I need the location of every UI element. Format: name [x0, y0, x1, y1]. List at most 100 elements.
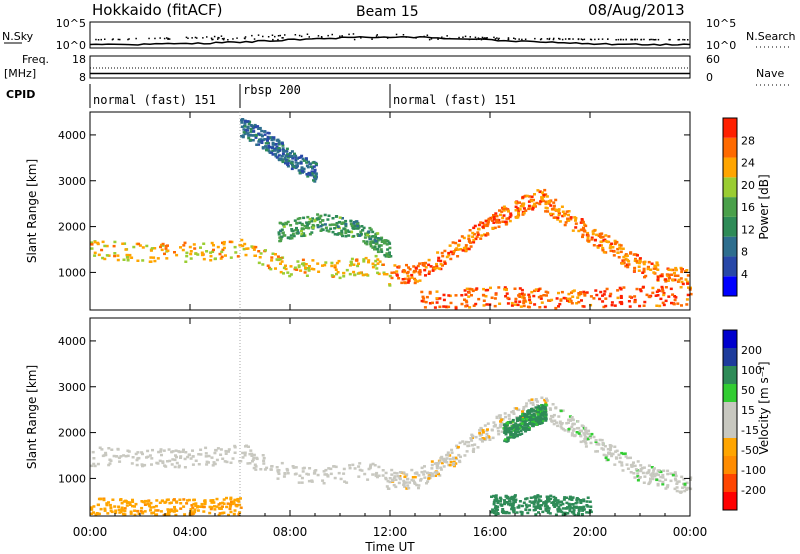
heat-cell-0 [205, 250, 209, 253]
heat-cell-0 [338, 276, 342, 280]
heat-cell-1 [347, 234, 351, 237]
heat-cell-2 [671, 473, 675, 477]
heat-cell-1 [290, 236, 294, 240]
heat-cell-2 [502, 205, 506, 208]
heat-cell-2 [636, 472, 640, 475]
nsearch-dot [625, 38, 627, 41]
heat-cell-0 [152, 256, 156, 259]
heat-cell-4 [582, 508, 586, 511]
heat-cell-4 [559, 299, 563, 302]
heat-cell-2 [452, 250, 456, 253]
heat-cell-5 [306, 175, 310, 178]
heat-cell-5 [191, 506, 195, 510]
heat-cell-5 [95, 512, 99, 515]
heat-cell-1 [333, 233, 337, 236]
nsearch-dot [360, 37, 362, 39]
heat-cell-0 [313, 469, 317, 473]
heat-cell-4 [447, 305, 451, 309]
heat-cell-2 [609, 446, 613, 449]
heat-cell-5 [146, 500, 150, 503]
colorbar-swatch [723, 474, 737, 492]
heat-cell-1 [498, 416, 502, 420]
heat-cell-5 [243, 132, 247, 136]
heat-cell-1 [352, 222, 356, 225]
heat-cell-3 [546, 201, 550, 204]
heat-cell-0 [219, 448, 223, 451]
heat-cell-2 [590, 432, 594, 436]
heat-cell-1 [393, 471, 397, 475]
heat-cell-4 [604, 304, 608, 308]
heat-cell-5 [232, 502, 236, 505]
heat-cell-3 [609, 249, 613, 253]
heat-cell-2 [636, 479, 640, 482]
heat-cell-0 [293, 267, 297, 271]
heat-cell-4 [530, 501, 534, 504]
heat-cell-1 [331, 217, 335, 220]
heat-cell-4 [533, 500, 536, 504]
colorbar-frame [722, 329, 738, 511]
heat-cell-0 [117, 456, 121, 460]
heat-cell-3 [551, 207, 555, 211]
heat-cell-1 [364, 233, 368, 237]
heat-cell-4 [448, 294, 452, 298]
nsearch-dot [521, 38, 523, 41]
heat-cell-1 [498, 425, 502, 429]
heat-cell-4 [582, 290, 586, 294]
heat-cell-3 [642, 267, 646, 271]
heat-cell-3 [544, 414, 548, 418]
heat-cell-4 [557, 305, 560, 308]
heat-cell-5 [123, 507, 127, 510]
heat-cell-1 [407, 486, 411, 490]
heat-cell-1 [279, 237, 283, 241]
heat-cell-3 [508, 430, 512, 434]
heat-cell-0 [126, 454, 130, 458]
heat-cell-2 [603, 445, 607, 448]
heat-cell-2 [414, 279, 418, 282]
heat-cell-1 [464, 440, 468, 444]
heat-cell-2 [424, 261, 427, 265]
heat-cell-2 [689, 487, 693, 491]
nsearch-dot [444, 38, 447, 40]
heat-cell-2 [549, 414, 553, 418]
nsearch-dot [443, 37, 445, 40]
heat-cell-4 [567, 504, 571, 507]
colorbar-tick-label: 28 [741, 134, 755, 147]
heat-cell-2 [674, 474, 678, 478]
heat-cell-4 [538, 306, 542, 309]
heat-cell-3 [654, 267, 658, 270]
heat-cell-3 [525, 417, 529, 421]
heat-cell-3 [530, 408, 534, 412]
heat-cell-4 [464, 305, 468, 308]
heat-cell-1 [376, 248, 380, 251]
nave-tick-top: 60 [706, 53, 720, 66]
heat-cell-4 [553, 505, 557, 508]
heat-cell-4 [685, 303, 689, 306]
heat-cell-1 [411, 476, 415, 479]
heat-cell-2 [561, 409, 565, 412]
heat-cell-0 [116, 254, 120, 257]
heat-cell-0 [371, 473, 375, 476]
heat-cell-4 [504, 288, 508, 292]
heat-cell-4 [605, 287, 609, 291]
heat-cell-5 [134, 502, 138, 506]
heat-cell-0 [333, 476, 337, 480]
nsearch-dot [430, 38, 433, 40]
heat-cell-3 [556, 216, 560, 219]
nsearch-dot [552, 38, 555, 41]
heat-cell-3 [545, 195, 549, 198]
heat-cell-2 [656, 482, 660, 486]
nsearch-dot [597, 38, 600, 40]
heat-cell-1 [382, 242, 386, 245]
heat-cell-3 [563, 212, 567, 216]
heat-cell-4 [664, 286, 668, 289]
heat-cell-4 [613, 304, 617, 307]
heat-cell-0 [295, 268, 299, 271]
heat-cell-4 [558, 500, 562, 504]
heat-cell-5 [277, 139, 281, 143]
heat-cell-1 [316, 213, 320, 216]
heat-cell-5 [233, 498, 237, 502]
heat-cell-2 [408, 268, 412, 271]
heat-cell-4 [558, 508, 562, 511]
heat-cell-0 [289, 265, 293, 268]
